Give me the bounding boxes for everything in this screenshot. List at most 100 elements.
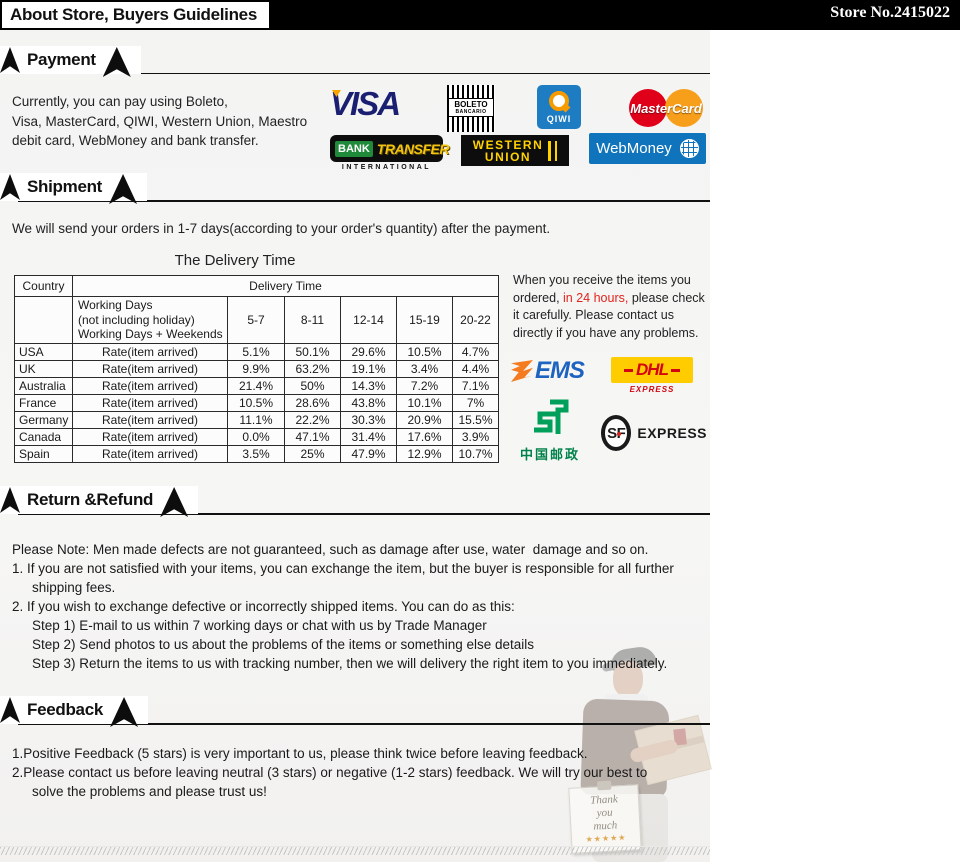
rate-cell: 17.6% [396,428,453,446]
rate-cell: 5.1% [227,343,285,361]
text-line: Visa, MasterCard, QIWI, Western Union, M… [12,113,308,129]
section-divider [18,200,710,202]
feedback-text: 1.Positive Feedback (5 stars) is very im… [12,744,647,801]
text-line: 1.Positive Feedback (5 stars) is very im… [12,746,588,761]
delivery-time-table: Country Delivery Time Working Days (not … [14,275,499,463]
wu-line1: WESTERN [472,137,544,152]
table-header-row: Country Delivery Time [14,275,499,297]
bank-international-label: INTERNATIONAL [341,164,432,171]
text-line: solve the problems and please trust us! [32,784,267,799]
rate-cell: 43.8% [340,394,397,412]
visa-text: VISA [330,85,401,122]
rate-label-cell: Rate(item arrived) [72,360,228,378]
notice-post: please check it carefully. Please contac… [513,290,705,340]
courier-head [613,661,643,697]
rate-cell: 4.4% [452,360,499,378]
rate-cell: 20.9% [396,411,453,429]
qiwi-label: QIWI [546,113,572,124]
section-arrow-icon [0,487,20,513]
receive-notice: When you receive the items you ordered, … [513,272,713,342]
rate-cell: 29.6% [340,343,397,361]
section-title: Shipment [27,177,103,196]
sf-express-label: EXPRESS [637,425,707,441]
mastercard-text: MasterCard [630,101,702,116]
bank-transfer-logo: BANK TRANSFER INTERNATIONAL [330,135,450,172]
wu-bars-icon [548,140,558,161]
rate-cell: 30.3% [340,411,397,429]
section-title: Payment [27,50,96,69]
table-row: USA Rate(item arrived) 5.1% 50.1% 29.6% 10.5%… [14,343,499,361]
section-arrow-icon [160,487,189,517]
text-line: Please Note: Men made defects are not gu… [12,542,649,557]
section-divider [18,723,710,725]
ems-text: EMS [535,357,585,384]
ems-wing-icon [511,360,533,382]
table-row: Spain Rate(item arrived) 3.5% 25% 47.9% 12.9%… [14,445,499,463]
rate-label-cell: Rate(item arrived) [72,377,228,395]
country-cell: UK [14,360,73,378]
text-line: 2. If you wish to exchange defective or … [12,599,515,614]
dhl-logo: DHL EXPRESS [611,357,693,397]
china-post-logo: 中国邮政 [511,396,589,462]
boleto-line1: BOLETO [454,100,488,109]
dhl-text: DHL [636,360,669,379]
dhl-dash-icon [624,368,634,372]
mastercard-red-circle [629,89,667,127]
text-line: Step 2) Send photos to us about the prob… [32,637,535,652]
day-range-cell: 8-11 [284,296,341,344]
boleto-line2: BANCARIO [455,109,487,115]
section-header-payment: Payment [0,46,141,77]
rate-cell: 9.9% [227,360,285,378]
section-arrow-icon [109,174,138,204]
sf-dot-icon [617,432,622,436]
courier-collar [604,694,648,706]
rate-label-cell: Rate(item arrived) [72,411,228,429]
table-row: UK Rate(item arrived) 9.9% 63.2% 19.1% 3.4% 4.… [14,360,499,378]
text-line: 2.Please contact us before leaving neutr… [12,765,648,780]
section-title: Return &Refund [27,490,154,509]
day-range-cell: 12-14 [340,296,397,344]
sf-ring-icon: SF [601,415,632,451]
section-arrow-icon [0,174,20,200]
table-row: Germany Rate(item arrived) 11.1% 22.2% 30.3%… [14,411,499,429]
rate-cell: 12.9% [396,445,453,463]
qiwi-logo: QIWI [537,85,581,129]
rate-cell: 15.5% [452,411,499,429]
rate-cell: 50% [284,377,341,395]
section-arrow-icon [102,47,131,77]
rate-cell: 3.4% [396,360,453,378]
dhl-express-label: EXPRESS [629,385,675,394]
rate-label-cell: Rate(item arrived) [72,428,228,446]
country-cell: France [14,394,73,412]
webmoney-text: WebMoney [596,140,672,157]
empty-cell [14,296,73,344]
bottom-hatch-strip [0,846,710,855]
country-cell: Germany [14,411,73,429]
country-header: Country [14,275,73,297]
rate-cell: 14.3% [340,377,397,395]
section-arrow-icon [110,697,139,727]
visa-logo: VISA [330,87,420,123]
qiwi-q-icon [549,90,569,111]
wu-line2: UNION [484,149,532,164]
table-subheader-row: Working Days (not including holiday) Wor… [14,296,499,344]
sf-text: SF [607,424,626,442]
country-cell: Spain [14,445,73,463]
webmoney-logo: WebMoney [589,133,706,164]
content-area: Payment Currently, you can pay using Bol… [0,30,713,862]
shipment-intro: We will send your orders in 1-7 days(acc… [12,221,551,236]
country-cell: USA [14,343,73,361]
rate-cell: 3.5% [227,445,285,463]
mastercard-orange-circle [665,89,703,127]
rate-cell: 47.1% [284,428,341,446]
rate-label-cell: Rate(item arrived) [72,445,228,463]
text-line: Step 3) Return the items to us with trac… [32,656,668,671]
ems-logo: EMS [511,357,591,385]
rate-cell: 28.6% [284,394,341,412]
dhl-badge: DHL [611,357,693,383]
working-days-cell: Working Days (not including holiday) Wor… [72,296,228,344]
text-line: shipping fees. [32,580,116,595]
rate-cell: 10.5% [396,343,453,361]
rate-cell: 31.4% [340,428,397,446]
table-row: Canada Rate(item arrived) 0.0% 47.1% 31.4% 17… [14,428,499,446]
